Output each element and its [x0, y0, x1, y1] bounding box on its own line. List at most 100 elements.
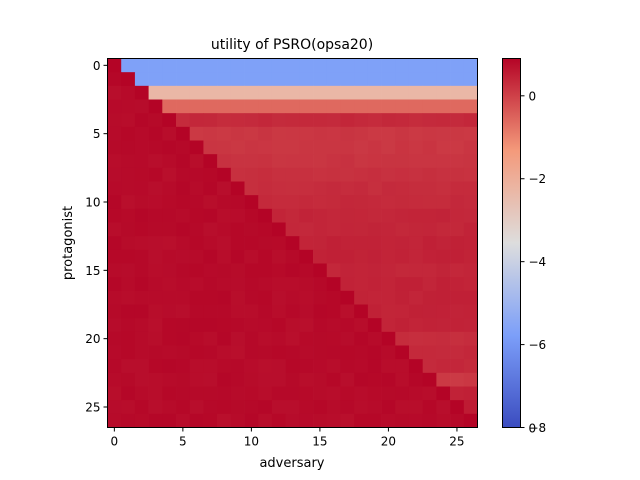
y-tick-label: 15 [85, 264, 100, 278]
heatmap-cell [134, 277, 149, 292]
heatmap-cell [408, 263, 424, 278]
heatmap-cell [121, 386, 136, 401]
heatmap-cell [230, 113, 245, 128]
heatmap-cell [285, 126, 300, 141]
heatmap-cell [381, 277, 396, 292]
heatmap-cell [230, 331, 245, 346]
heatmap-cell [463, 99, 478, 114]
heatmap-cell [422, 372, 437, 387]
heatmap-cell [176, 140, 191, 155]
heatmap-cell [203, 99, 218, 114]
heatmap-cell [271, 181, 286, 196]
heatmap-cell [148, 154, 163, 169]
heatmap-cell [134, 208, 149, 223]
heatmap-cell [463, 140, 478, 155]
heatmap-cell [244, 386, 259, 401]
heatmap-cell [217, 222, 232, 237]
heatmap-cell [463, 304, 478, 319]
heatmap-cell [176, 236, 191, 251]
heatmap-cell [395, 195, 410, 210]
heatmap-cell [217, 140, 232, 155]
heatmap-cell [134, 400, 149, 415]
heatmap-cell [285, 181, 300, 196]
heatmap-cell [230, 249, 245, 264]
heatmap-cell [162, 58, 177, 73]
heatmap-cell [436, 318, 451, 333]
heatmap-cell [176, 400, 191, 415]
heatmap-cell [271, 126, 286, 141]
y-tick-label: 25 [85, 401, 100, 415]
heatmap-cell [367, 126, 382, 141]
heatmap-cell [299, 386, 314, 401]
heatmap-cell [354, 167, 369, 182]
heatmap-cell [121, 113, 136, 128]
heatmap-cell [395, 58, 410, 73]
heatmap-cell [381, 195, 396, 210]
heatmap-cell [134, 126, 149, 141]
heatmap-cell [340, 372, 355, 387]
heatmap-cell [354, 126, 369, 141]
heatmap-cell [148, 277, 163, 292]
heatmap-cell [326, 304, 341, 319]
heatmap-cell [367, 304, 382, 319]
heatmap-cell [271, 372, 286, 387]
heatmap-cell [463, 181, 478, 196]
heatmap-cell [381, 318, 396, 333]
heatmap-cell [381, 181, 396, 196]
x-axis-label: adversary [259, 456, 324, 471]
heatmap-cell [189, 167, 204, 182]
heatmap-cell [121, 277, 136, 292]
heatmap-cell [299, 372, 314, 387]
heatmap-cell [354, 113, 369, 128]
heatmap-cell [354, 400, 369, 415]
heatmap-cell [121, 359, 136, 374]
heatmap-cell [436, 304, 451, 319]
heatmap-cell [436, 413, 451, 428]
heatmap-cell [326, 290, 341, 305]
heatmap-cell [299, 331, 314, 346]
heatmap-cell [203, 331, 218, 346]
heatmap-cell [422, 345, 437, 360]
heatmap-cell [367, 277, 382, 292]
heatmap-cell [230, 85, 245, 100]
heatmap-cell [436, 140, 451, 155]
heatmap-cell [271, 290, 286, 305]
heatmap-cell [203, 85, 218, 100]
heatmap-cell [354, 222, 369, 237]
heatmap-cell [313, 140, 328, 155]
heatmap-cell [326, 249, 341, 264]
heatmap-cell [285, 263, 300, 278]
heatmap-cell [176, 345, 191, 360]
heatmap-cell [340, 208, 355, 223]
heatmap-cell [367, 195, 382, 210]
heatmap-cell [367, 263, 382, 278]
heatmap-cell [340, 331, 355, 346]
heatmap-cell [107, 72, 122, 87]
heatmap-cell [422, 290, 437, 305]
heatmap-cell [121, 345, 136, 360]
heatmap-cell [422, 167, 437, 182]
heatmap-cell [107, 154, 122, 169]
heatmap-cell [148, 304, 163, 319]
heatmap-cell [450, 126, 465, 141]
heatmap-cell [436, 99, 451, 114]
heatmap-cell [313, 85, 328, 100]
heatmap-cell [134, 372, 149, 387]
heatmap-cell [450, 372, 465, 387]
heatmap-cell [408, 126, 424, 141]
heatmap-cell [436, 126, 451, 141]
heatmap-cell [299, 195, 314, 210]
heatmap-cell [381, 400, 396, 415]
heatmap-cell [121, 400, 136, 415]
heatmap-cell [148, 181, 163, 196]
heatmap-cell [326, 413, 341, 428]
x-tick-label: 5 [179, 435, 187, 449]
heatmap-cell [422, 386, 437, 401]
heatmap-cell [299, 400, 314, 415]
heatmap-cell [354, 195, 369, 210]
heatmap-cell [189, 72, 204, 87]
heatmap-cell [285, 290, 300, 305]
heatmap-cell [463, 113, 478, 128]
heatmap-cell [450, 236, 465, 251]
heatmap-cell [244, 222, 259, 237]
